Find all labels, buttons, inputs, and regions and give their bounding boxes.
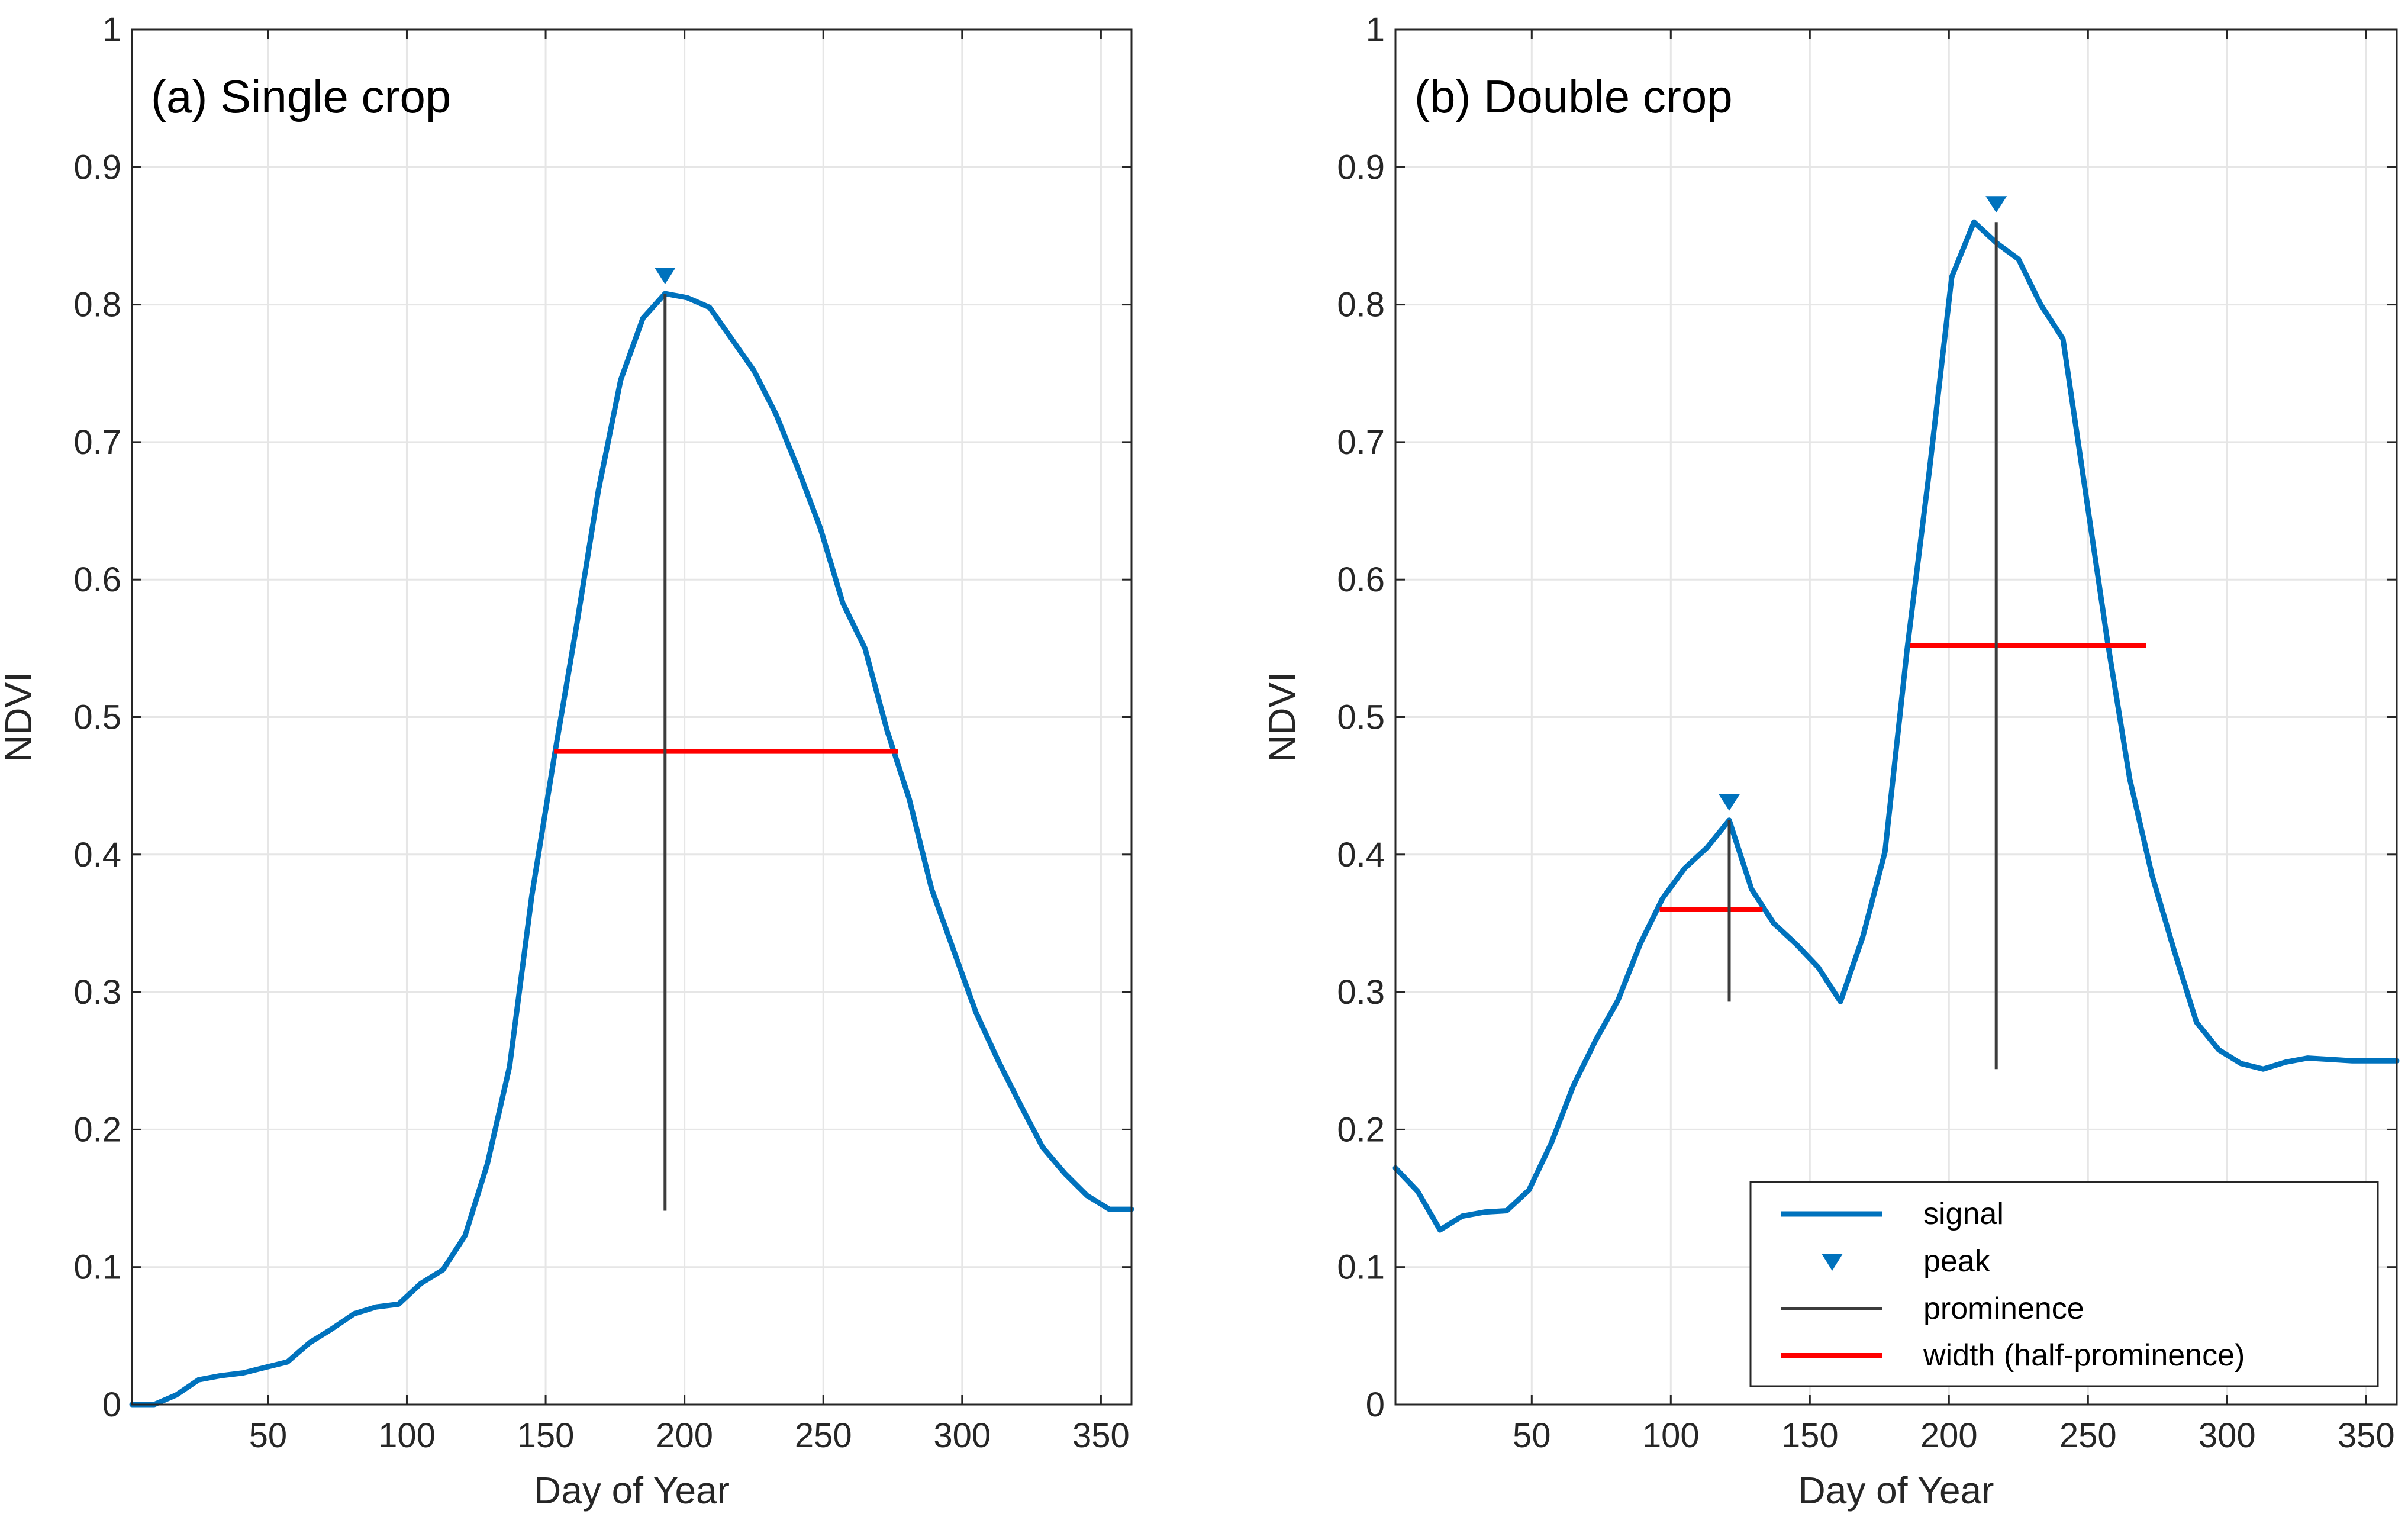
y-tick-label: 0.6 — [1337, 561, 1385, 599]
y-tick-label: 1 — [1366, 11, 1385, 49]
x-tick-label: 350 — [1072, 1416, 1130, 1455]
peak-marker — [654, 268, 676, 285]
legend-signal-label: signal — [1923, 1197, 2004, 1231]
y-tick-label: 0.3 — [73, 973, 121, 1012]
y-tick-label: 0.9 — [73, 148, 121, 186]
legend-peak-marker — [1822, 1254, 1843, 1271]
x-tick-label: 50 — [249, 1416, 288, 1455]
plot-frame — [1394, 28, 2398, 1406]
y-axis-label: NDVI — [0, 672, 40, 762]
grid-lines — [132, 28, 1132, 1406]
series-layer — [129, 268, 1134, 1408]
y-tick-label: 0.5 — [73, 698, 121, 737]
x-tick-label: 250 — [795, 1416, 852, 1455]
panel-title: (a) Single crop — [151, 70, 451, 123]
x-tick-label: 250 — [2059, 1416, 2117, 1455]
plot-frame — [131, 28, 1133, 1406]
x-axis-label: Day of Year — [534, 1469, 730, 1512]
x-tick-label: 350 — [2338, 1416, 2395, 1455]
y-tick-label: 0.4 — [1337, 836, 1385, 874]
y-tick-label: 0.7 — [1337, 423, 1385, 462]
y-tick-label: 0.7 — [73, 423, 121, 462]
x-tick-label: 200 — [656, 1416, 713, 1455]
legend-peak-label: peak — [1923, 1244, 1991, 1278]
panel-title: (b) Double crop — [1414, 70, 1733, 123]
y-tick-label: 0.2 — [73, 1110, 121, 1149]
series-layer — [1392, 196, 2400, 1233]
signal-line — [129, 291, 1134, 1408]
x-tick-label: 100 — [378, 1416, 436, 1455]
legend: signal peak prominence width (half-promi… — [1749, 1181, 2379, 1387]
y-tick-label: 0.8 — [1337, 286, 1385, 324]
peak-marker — [1719, 794, 1740, 811]
y-tick-label: 0.3 — [1337, 973, 1385, 1012]
x-tick-label: 150 — [517, 1416, 575, 1455]
legend-width-label: width (half-prominence) — [1923, 1338, 2245, 1373]
legend-prominence-label: prominence — [1923, 1291, 2084, 1326]
y-tick-label: 0.8 — [73, 286, 121, 324]
x-tick-label: 300 — [2199, 1416, 2256, 1455]
y-tick-label: 0 — [102, 1386, 121, 1424]
x-tick-label: 150 — [1781, 1416, 1839, 1455]
x-tick-label: 200 — [1920, 1416, 1978, 1455]
signal-line — [1392, 219, 2400, 1233]
y-tick-label: 0.2 — [1337, 1110, 1385, 1149]
y-tick-label: 1 — [102, 11, 121, 49]
x-tick-label: 50 — [1513, 1416, 1551, 1455]
x-tick-label: 300 — [933, 1416, 991, 1455]
y-tick-label: 0.9 — [1337, 148, 1385, 186]
y-tick-label: 0.6 — [73, 561, 121, 599]
peak-marker — [1985, 196, 2007, 213]
y-tick-label: 0.1 — [73, 1248, 121, 1287]
x-tick-label: 100 — [1642, 1416, 1700, 1455]
y-tick-label: 0.1 — [1337, 1248, 1385, 1287]
y-axis-label: NDVI — [1261, 672, 1303, 762]
y-tick-label: 0.4 — [73, 836, 121, 874]
y-tick-label: 0.5 — [1337, 698, 1385, 737]
x-axis-label: Day of Year — [1798, 1469, 1994, 1512]
y-tick-label: 0 — [1366, 1386, 1385, 1424]
